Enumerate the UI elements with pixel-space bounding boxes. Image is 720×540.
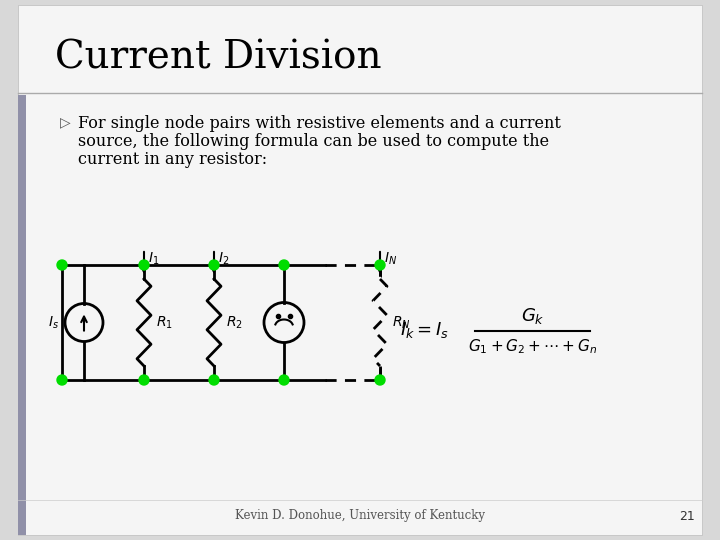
Circle shape (57, 260, 67, 270)
Text: source, the following formula can be used to compute the: source, the following formula can be use… (78, 133, 549, 150)
Circle shape (279, 375, 289, 385)
Circle shape (209, 375, 219, 385)
Circle shape (209, 260, 219, 270)
Text: $G_1 + G_2 + \cdots + G_n$: $G_1 + G_2 + \cdots + G_n$ (468, 337, 597, 356)
Circle shape (57, 375, 67, 385)
Text: ▷: ▷ (60, 115, 71, 129)
Text: $R_2$: $R_2$ (226, 314, 243, 330)
Text: 21: 21 (679, 510, 695, 523)
Circle shape (375, 260, 385, 270)
Circle shape (375, 375, 385, 385)
Text: $I_2$: $I_2$ (218, 251, 229, 267)
Text: For single node pairs with resistive elements and a current: For single node pairs with resistive ele… (78, 115, 561, 132)
Text: Kevin D. Donohue, University of Kentucky: Kevin D. Donohue, University of Kentucky (235, 510, 485, 523)
Text: $G_k$: $G_k$ (521, 307, 544, 327)
Circle shape (279, 260, 289, 270)
Text: Current Division: Current Division (55, 39, 382, 77)
Text: current in any resistor:: current in any resistor: (78, 151, 267, 168)
Text: $I_s$: $I_s$ (48, 314, 59, 330)
Text: $R_N$: $R_N$ (392, 314, 410, 330)
Text: $I_N$: $I_N$ (384, 251, 397, 267)
Bar (18, 95, 26, 535)
Text: $R_1$: $R_1$ (156, 314, 173, 330)
Circle shape (139, 375, 149, 385)
Circle shape (139, 260, 149, 270)
Text: $I_k = I_s$: $I_k = I_s$ (400, 321, 449, 341)
Text: $I_1$: $I_1$ (148, 251, 159, 267)
